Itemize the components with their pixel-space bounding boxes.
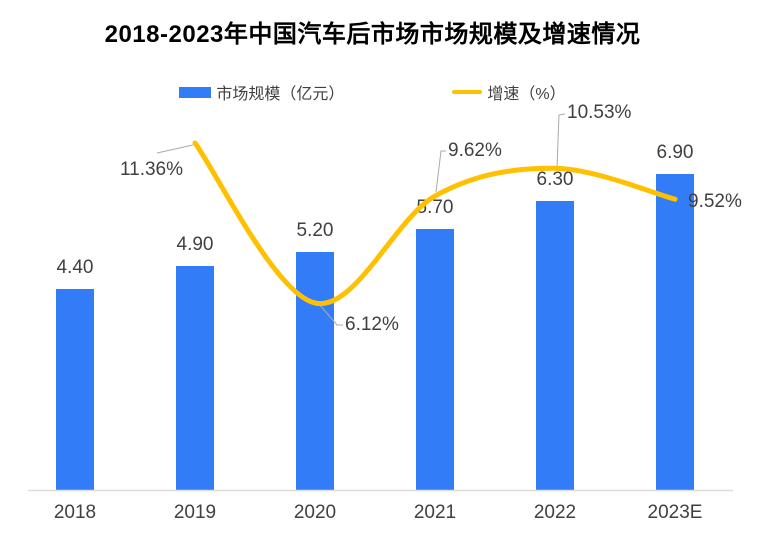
bar-2022[interactable]: [536, 201, 574, 491]
bar-value-label-2021: 5.70: [416, 196, 454, 218]
growth-label-2023E: 9.52%: [688, 191, 742, 212]
x-axis-label-2019: 2019: [173, 502, 217, 523]
x-axis-label-2018: 2018: [53, 502, 97, 523]
legend: 市场规模（亿元） 增速（%）: [0, 80, 745, 104]
bar-2020[interactable]: [296, 251, 334, 491]
legend-item-market-size[interactable]: 市场规模（亿元）: [179, 80, 344, 104]
growth-rate-line[interactable]: [192, 140, 678, 306]
bar-2019[interactable]: [176, 265, 214, 491]
bar-value-label-2020: 5.20: [296, 219, 334, 241]
bar-value-label-2022: 6.30: [536, 169, 574, 191]
growth-label-2022: 10.53%: [567, 102, 632, 123]
x-axis-label-2023E: 2023E: [647, 502, 703, 523]
chart-title: 2018-2023年中国汽车后市场市场规模及增速情况: [104, 21, 641, 48]
x-axis-label-2022: 2022: [533, 502, 577, 523]
bar-2018[interactable]: [56, 288, 94, 491]
legend-label-market-size: 市场规模（亿元）: [216, 86, 345, 103]
bar-series-swatch-icon: [179, 86, 212, 98]
x-axis-label-2020: 2020: [293, 502, 337, 523]
bar-2023E[interactable]: [656, 173, 694, 491]
legend-label-growth: 增速（%）: [487, 86, 566, 103]
growth-label-2021: 9.62%: [448, 140, 502, 161]
bar-value-label-2019: 4.90: [176, 233, 214, 255]
x-axis-label-2021: 2021: [413, 502, 457, 523]
legend-item-growth[interactable]: 增速（%）: [452, 80, 566, 104]
growth-label-2019: 11.36%: [119, 159, 183, 180]
growth-label-2020: 6.12%: [345, 314, 399, 335]
bar-value-label-2023E: 6.90: [656, 141, 694, 163]
bar-2021[interactable]: [416, 228, 454, 491]
bar-value-label-2018: 4.40: [56, 256, 94, 278]
line-series-swatch-icon: [452, 90, 483, 94]
